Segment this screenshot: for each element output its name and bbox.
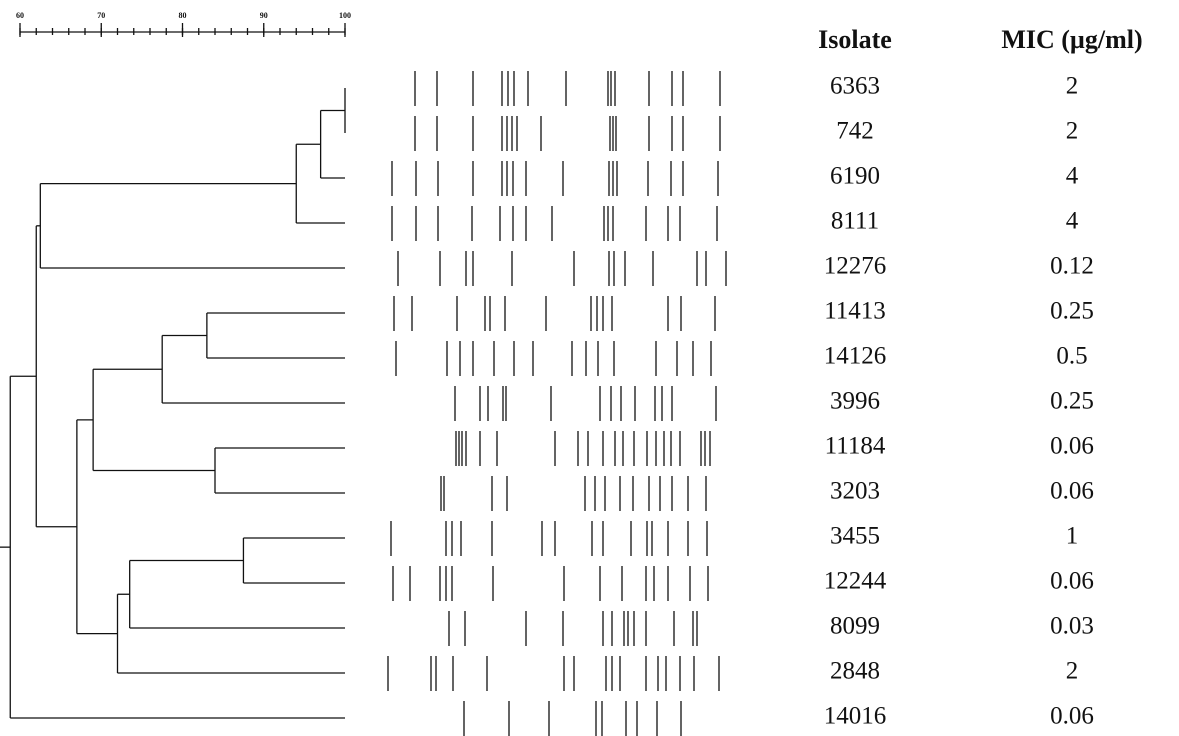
isolate-label: 3996 bbox=[830, 388, 880, 415]
mic-label: 0.03 bbox=[1050, 613, 1094, 640]
mic-label: 0.12 bbox=[1050, 253, 1094, 280]
mic-label: 0.06 bbox=[1050, 433, 1094, 460]
isolate-label: 12276 bbox=[824, 253, 887, 280]
isolate-label: 14016 bbox=[824, 703, 887, 730]
mic-label: 2 bbox=[1066, 118, 1079, 145]
mic-label: 0.25 bbox=[1050, 298, 1094, 325]
scale-tick-label: 90 bbox=[260, 11, 268, 20]
isolate-label: 3203 bbox=[830, 478, 880, 505]
mic-label: 2 bbox=[1066, 73, 1079, 100]
mic-label: 2 bbox=[1066, 658, 1079, 685]
isolate-label: 12244 bbox=[824, 568, 887, 595]
isolate-label: 3455 bbox=[830, 523, 880, 550]
isolate-label: 8099 bbox=[830, 613, 880, 640]
figure: Isolate MIC (µg/ml) 60 70 80 90 100 6363 2 742 2… bbox=[0, 0, 1179, 736]
isolate-label: 6363 bbox=[830, 73, 880, 100]
mic-label: 0.06 bbox=[1050, 568, 1094, 595]
isolate-header: Isolate bbox=[818, 25, 892, 54]
scale-tick-label: 100 bbox=[339, 11, 351, 20]
isolate-label: 14126 bbox=[824, 343, 887, 370]
scale-tick-label: 70 bbox=[97, 11, 105, 20]
mic-label: 0.06 bbox=[1050, 478, 1094, 505]
mic-label: 4 bbox=[1066, 163, 1079, 190]
isolate-label: 2848 bbox=[830, 658, 880, 685]
scale-tick-label: 60 bbox=[16, 11, 24, 20]
mic-label: 0.06 bbox=[1050, 703, 1094, 730]
mic-label: 0.25 bbox=[1050, 388, 1094, 415]
scale-tick-label: 80 bbox=[179, 11, 187, 20]
isolate-label: 742 bbox=[836, 118, 874, 145]
mic-label: 0.5 bbox=[1056, 343, 1087, 370]
mic-label: 4 bbox=[1066, 208, 1079, 235]
mic-label: 1 bbox=[1066, 523, 1079, 550]
isolate-label: 11413 bbox=[824, 298, 886, 325]
isolate-label: 11184 bbox=[825, 433, 886, 460]
isolate-label: 8111 bbox=[831, 208, 879, 235]
isolate-label: 6190 bbox=[830, 163, 880, 190]
mic-header: MIC (µg/ml) bbox=[1001, 25, 1142, 54]
